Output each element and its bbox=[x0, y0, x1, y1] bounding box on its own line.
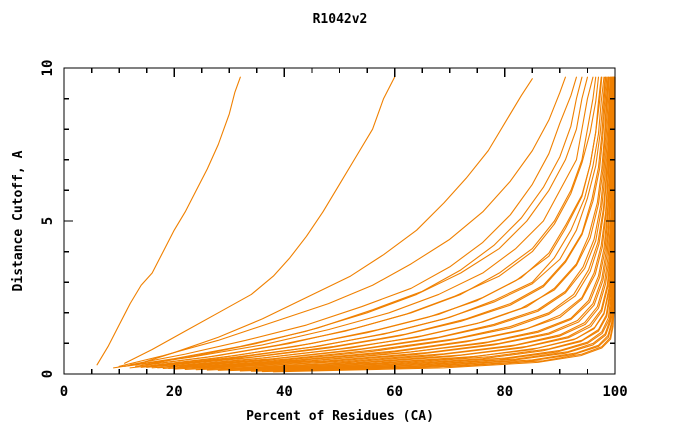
x-tick-label: 100 bbox=[602, 384, 627, 400]
series-line bbox=[162, 76, 607, 366]
x-tick-label: 80 bbox=[496, 384, 513, 400]
x-tick-label: 0 bbox=[60, 384, 68, 400]
y-tick-label: 5 bbox=[40, 217, 56, 225]
series-line bbox=[146, 76, 608, 368]
y-tick-label: 0 bbox=[40, 370, 56, 378]
series-line bbox=[151, 76, 609, 369]
series-line bbox=[135, 78, 533, 366]
x-tick-label: 60 bbox=[386, 384, 403, 400]
x-tick-label: 40 bbox=[276, 384, 293, 400]
series-line bbox=[113, 76, 588, 369]
series-line bbox=[129, 76, 577, 366]
series-line bbox=[118, 76, 566, 367]
series-line bbox=[135, 76, 600, 367]
series-line bbox=[162, 76, 612, 370]
chart-title: R1042v2 bbox=[313, 12, 368, 27]
series-line bbox=[124, 76, 396, 364]
series-line bbox=[173, 76, 614, 370]
x-axis-label: Percent of Residues (CA) bbox=[246, 409, 434, 424]
series-line bbox=[157, 76, 611, 369]
series-line bbox=[179, 76, 612, 368]
axis-tick-labels-group: 0 20 40 60 80 100 0 5 10 bbox=[40, 60, 628, 400]
series-line bbox=[96, 76, 241, 366]
series-line bbox=[140, 76, 606, 368]
series-line bbox=[168, 76, 613, 370]
plot-frame bbox=[63, 67, 616, 375]
x-tick-label: 20 bbox=[166, 384, 183, 400]
series-line bbox=[129, 76, 603, 369]
y-axis-label: Distance Cutoff, A bbox=[11, 150, 26, 291]
series-line bbox=[124, 76, 594, 367]
y-tick-label: 10 bbox=[40, 60, 56, 77]
series-line bbox=[184, 76, 613, 368]
